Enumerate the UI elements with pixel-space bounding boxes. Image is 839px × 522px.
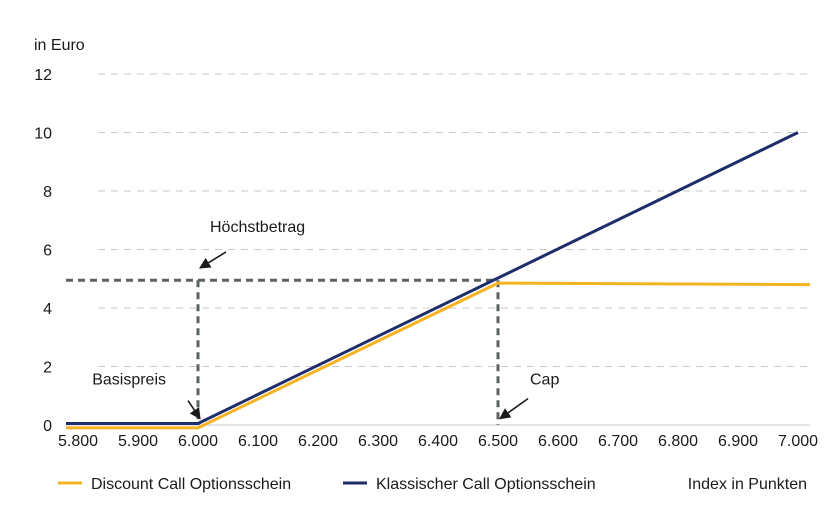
x-tick-label-6700: 6.700 xyxy=(598,433,638,450)
y-tick-label-2: 2 xyxy=(43,360,52,377)
series-line-klassischer-call xyxy=(66,131,799,425)
y-tick-label-12: 12 xyxy=(34,67,52,84)
annotation-arrow-0 xyxy=(199,251,227,269)
y-tick-label-6: 6 xyxy=(43,243,52,260)
gridlines xyxy=(66,73,810,426)
x-tick-label-6400: 6.400 xyxy=(418,433,458,450)
legend-label-klassischer-call: Klassischer Call Optionsschein xyxy=(376,476,596,493)
series-lines xyxy=(66,131,811,430)
x-tick-label-6600: 6.600 xyxy=(538,433,578,450)
x-tick-label-6500: 6.500 xyxy=(478,433,518,450)
x-tick-label-6800: 6.800 xyxy=(658,433,698,450)
annotations: Höchstbetrag Basispreis Cap xyxy=(92,219,559,420)
y-axis-label: in Euro xyxy=(34,37,85,54)
x-tick-label-6900: 6.900 xyxy=(718,433,758,450)
y-tick-label-8: 8 xyxy=(43,184,52,201)
x-axis-ticks: 5.800 5.900 6.000 6.100 6.200 6.300 6.400 6.500… xyxy=(58,433,818,450)
x-tick-label-6300: 6.300 xyxy=(358,433,398,450)
x-tick-label-7000: 7.000 xyxy=(778,433,818,450)
y-tick-label-0: 0 xyxy=(43,418,52,435)
y-axis-ticks: 0 2 4 6 8 10 12 xyxy=(34,67,52,435)
x-tick-label-6100: 6.100 xyxy=(238,433,278,450)
x-axis-label: Index in Punkten xyxy=(688,476,807,493)
legend: Discount Call Optionsschein Klassischer … xyxy=(58,476,596,493)
annotation-arrow-2 xyxy=(499,397,529,420)
y-tick-label-4: 4 xyxy=(43,301,52,318)
x-tick-label-6000: 6.000 xyxy=(178,433,218,450)
annotation-label-0: Höchstbetrag xyxy=(210,219,305,236)
annotation-arrow-1 xyxy=(187,400,201,420)
y-tick-label-10: 10 xyxy=(34,126,52,143)
x-tick-label-6200: 6.200 xyxy=(298,433,338,450)
series-line-discount-call xyxy=(66,281,811,430)
annotation-label-2: Cap xyxy=(530,372,559,389)
x-tick-label-5900: 5.900 xyxy=(118,433,158,450)
annotation-label-1: Basispreis xyxy=(92,372,166,389)
reference-lines xyxy=(66,278,500,425)
x-tick-label-5800: 5.800 xyxy=(58,433,98,450)
legend-label-discount-call: Discount Call Optionsschein xyxy=(91,476,291,493)
